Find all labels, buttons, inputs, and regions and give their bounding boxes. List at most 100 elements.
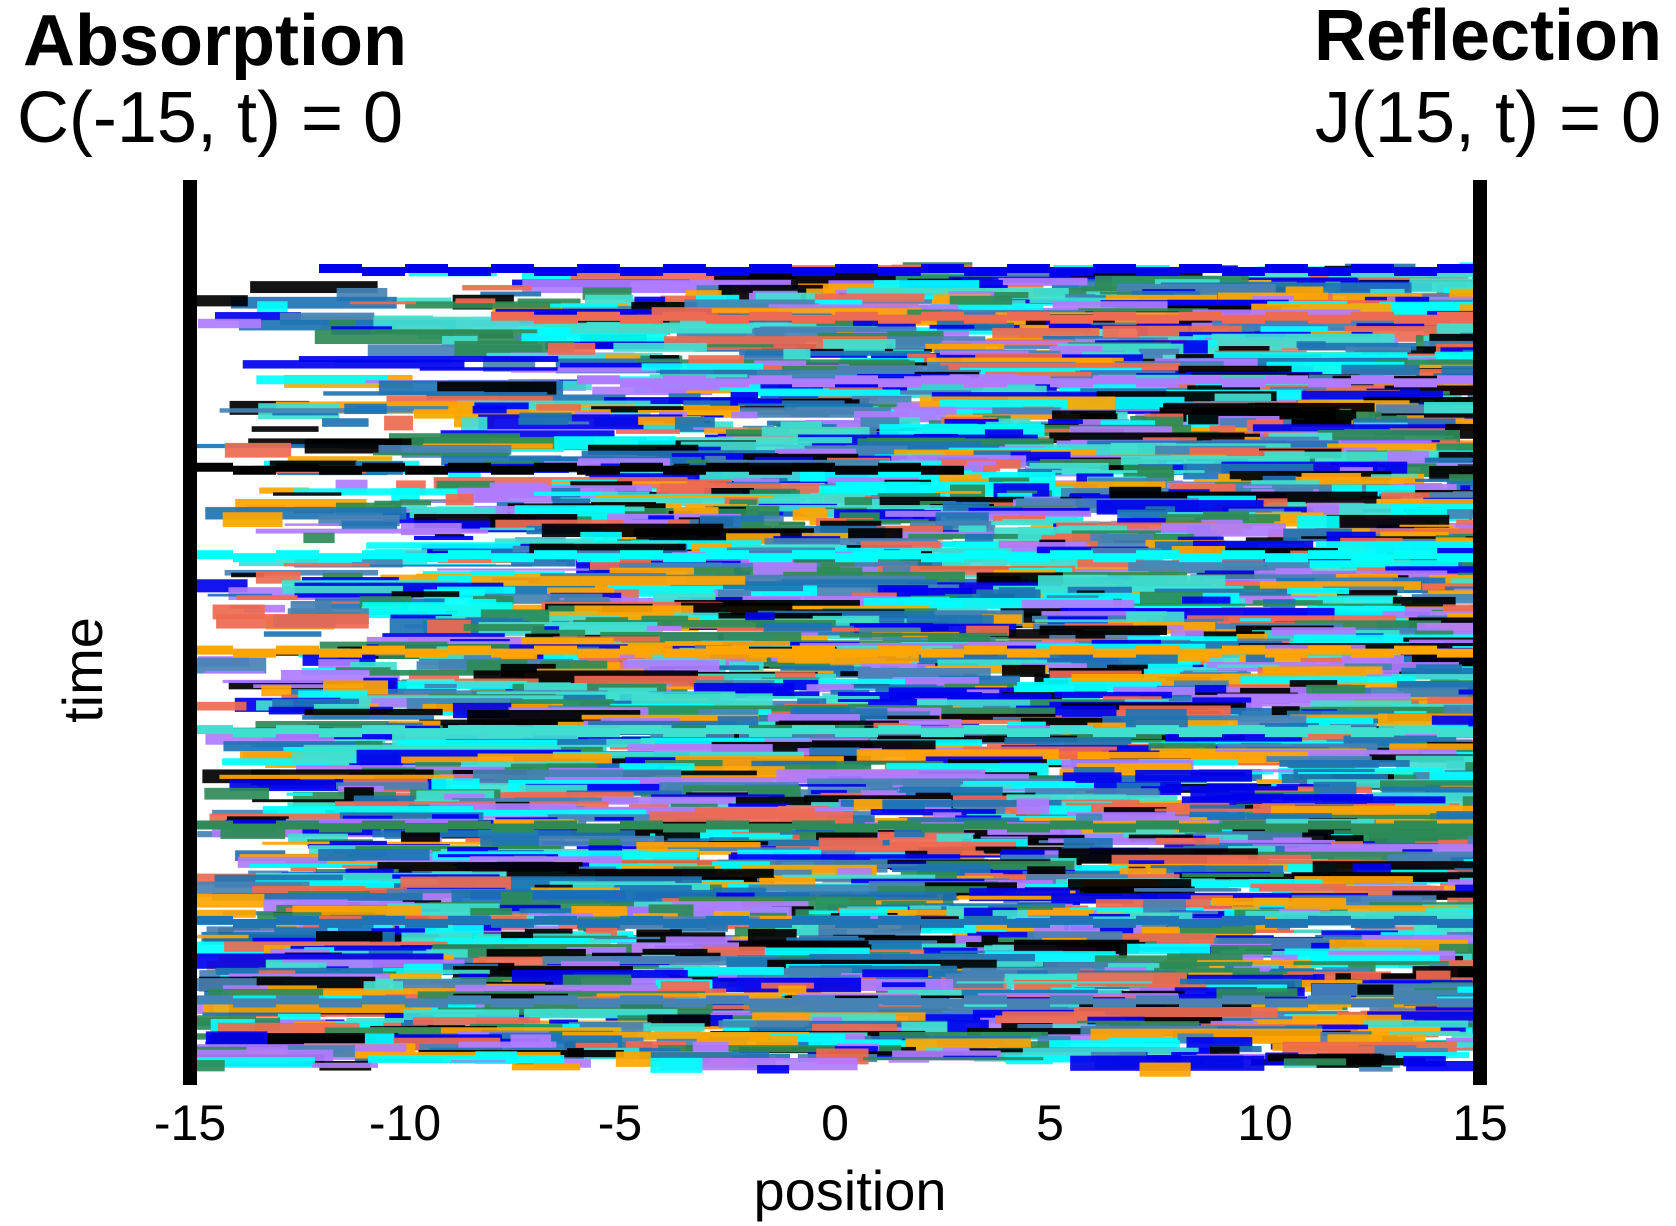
trajectory-segment: [921, 998, 964, 1008]
trajectory-band: [255, 872, 472, 882]
trajectory-band: [737, 974, 861, 981]
trajectory-segment: [663, 918, 706, 928]
trajectory-segment: [706, 550, 749, 560]
trajectory-segment: [1007, 998, 1050, 1008]
trajectory-segment: [1050, 915, 1093, 925]
trajectory-segment: [1265, 311, 1308, 321]
trajectory-band: [1065, 294, 1096, 299]
trajectory-band: [589, 838, 621, 848]
trajectory-band: [291, 752, 359, 766]
trajectory-band: [497, 394, 626, 407]
trajectory-band: [1123, 826, 1175, 838]
trajectory-segment: [620, 314, 663, 324]
trajectory-band: [511, 1063, 581, 1071]
trajectory-segment: [964, 915, 1007, 925]
trajectory-band: [1337, 590, 1398, 599]
trajectory-segment: [1136, 314, 1179, 324]
trajectory-band: [1225, 420, 1359, 427]
trajectory-band: [945, 414, 1093, 419]
trajectory-segment: [835, 823, 878, 833]
trajectory-band: [683, 966, 784, 977]
trajectory-band: [603, 899, 647, 904]
trajectory-segment: [1093, 998, 1136, 1008]
trajectory-segment: [878, 550, 921, 560]
trajectory-band: [1183, 618, 1224, 624]
trajectory-band: [1190, 813, 1333, 825]
trajectory-band: [495, 817, 558, 821]
trajectory-band: [424, 683, 457, 689]
trajectory-band: [616, 450, 887, 455]
trajectory-band: [1204, 570, 1259, 573]
trajectory-band: [322, 572, 363, 579]
trajectory-band: [562, 1031, 809, 1041]
trajectory-band: [1392, 596, 1456, 609]
trajectory-band: [216, 614, 369, 629]
trajectory-layer: [190, 262, 1482, 1077]
trajectory-band: [426, 392, 548, 400]
trajectory-band: [427, 620, 471, 634]
trajectory-band: [455, 298, 496, 304]
trajectory-band: [757, 1065, 790, 1074]
trajectory-band: [1143, 899, 1186, 914]
trajectory-band: [216, 967, 383, 975]
trajectory-band: [958, 525, 987, 537]
trajectory-band: [963, 907, 1018, 920]
trajectory-band: [1165, 731, 1303, 743]
trajectory-segment: [921, 823, 964, 833]
trajectory-band: [296, 765, 416, 773]
trajectory-band: [1006, 1061, 1053, 1065]
trajectory-band: [486, 352, 663, 359]
trajectory-segment: [491, 311, 534, 321]
trajectory-band: [1194, 685, 1227, 697]
trajectory-band: [519, 908, 614, 918]
trajectory-band: [469, 904, 561, 913]
trajectory-segment: [190, 820, 233, 830]
trajectory-band: [469, 689, 506, 692]
trajectory-band: [650, 1052, 770, 1062]
trajectory-band: [1310, 700, 1412, 711]
trajectory-band: [231, 572, 265, 578]
trajectory-band: [349, 301, 417, 305]
trajectory-band: [1436, 811, 1480, 821]
trajectory-segment: [749, 998, 792, 1008]
trajectory-segment: [276, 725, 319, 735]
trajectory-band: [956, 981, 1152, 984]
trajectory-band: [704, 488, 755, 500]
trajectory-band: [1281, 773, 1388, 784]
trajectory-band: [882, 801, 925, 814]
trajectory-band: [1451, 977, 1480, 982]
trajectory-band: [946, 408, 973, 416]
trajectory-band: [757, 610, 997, 619]
trajectory-band: [595, 491, 650, 494]
trajectory-band: [454, 341, 575, 357]
trajectory-band: [193, 909, 256, 918]
trajectory-band: [416, 661, 478, 670]
trajectory-band: [384, 415, 414, 431]
trajectory-segment: [319, 823, 362, 833]
trajectory-band: [382, 633, 505, 638]
trajectory-band: [982, 555, 1164, 566]
trajectory-segment: [1437, 998, 1480, 1008]
trajectory-band: [1215, 749, 1457, 758]
trajectory-band: [282, 585, 403, 594]
trajectory-band: [521, 333, 667, 342]
trajectory-band: [613, 770, 757, 778]
trajectory-band: [1293, 597, 1467, 601]
trajectory-band: [1250, 883, 1347, 889]
trajectory-segment: [362, 820, 405, 830]
trajectory-band: [630, 281, 751, 293]
trajectory-segment: [1007, 553, 1050, 563]
trajectory-segment: [276, 645, 319, 655]
trajectory-band: [1020, 663, 1087, 672]
trajectory-band: [942, 501, 990, 513]
trajectory-band: [803, 1006, 1069, 1019]
trajectory-band: [458, 1041, 557, 1048]
trajectory-band: [1283, 706, 1462, 714]
trajectory-band: [312, 1062, 379, 1068]
trajectory-band: [1271, 278, 1359, 287]
trajectory-band: [562, 625, 647, 630]
trajectory-band: [1206, 783, 1257, 789]
trajectory-band: [391, 591, 460, 597]
trajectory-band: [1228, 508, 1285, 515]
trajectory-band: [1458, 689, 1480, 695]
